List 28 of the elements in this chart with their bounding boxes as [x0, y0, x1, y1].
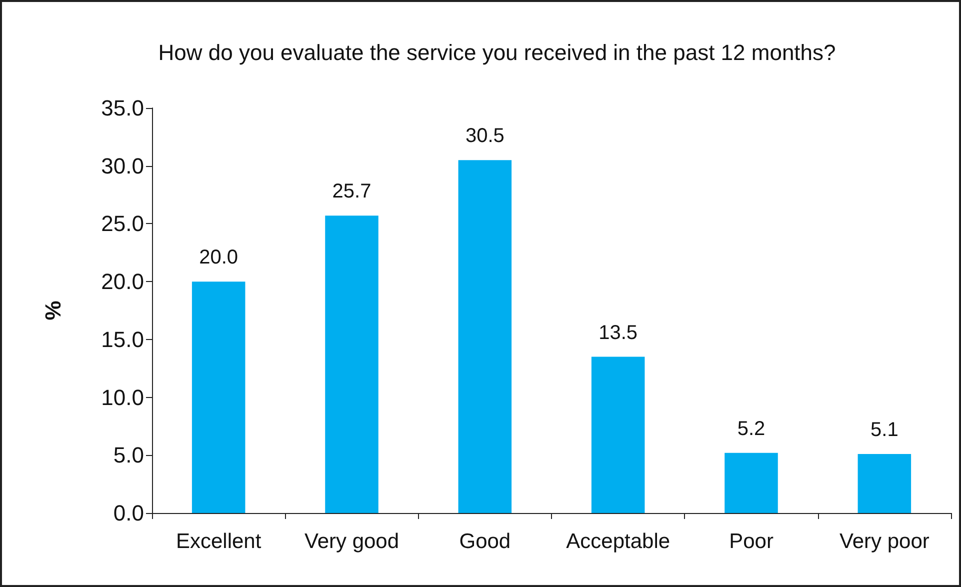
data-label: 30.5: [465, 125, 504, 148]
data-label: 5.2: [737, 418, 766, 440]
x-tick-label: Good: [459, 530, 511, 553]
y-tick-label: 20.0: [101, 269, 144, 294]
chart-title: How do you evaluate the service you received in the past 12 months?: [158, 40, 836, 65]
data-label: 20.0: [199, 246, 238, 269]
y-tick-label: 15.0: [101, 326, 144, 352]
bar: [724, 452, 778, 513]
bar: [325, 216, 378, 513]
x-tick-label: Acceptable: [566, 530, 670, 553]
bar: [192, 282, 246, 513]
x-tick-label: Very good: [304, 530, 400, 553]
data-label: 5.1: [870, 418, 898, 441]
y-tick-label: 5.0: [113, 442, 144, 468]
y-tick-label: 0.0: [113, 500, 144, 526]
bar: [458, 160, 512, 513]
x-tick-label: Poor: [729, 530, 774, 553]
x-tick-label: Excellent: [176, 530, 262, 553]
data-label: 25.7: [332, 180, 372, 203]
y-tick-label: 30.0: [101, 153, 144, 178]
bar: [858, 454, 912, 513]
y-axis-title: %: [40, 300, 66, 320]
bar: [591, 356, 645, 513]
x-tick-label: Very poor: [839, 530, 930, 553]
y-tick-label: 25.0: [101, 211, 144, 236]
data-label: 13.5: [598, 322, 638, 344]
y-tick-label: 35.0: [101, 96, 144, 120]
y-tick-label: 10.0: [101, 384, 144, 410]
